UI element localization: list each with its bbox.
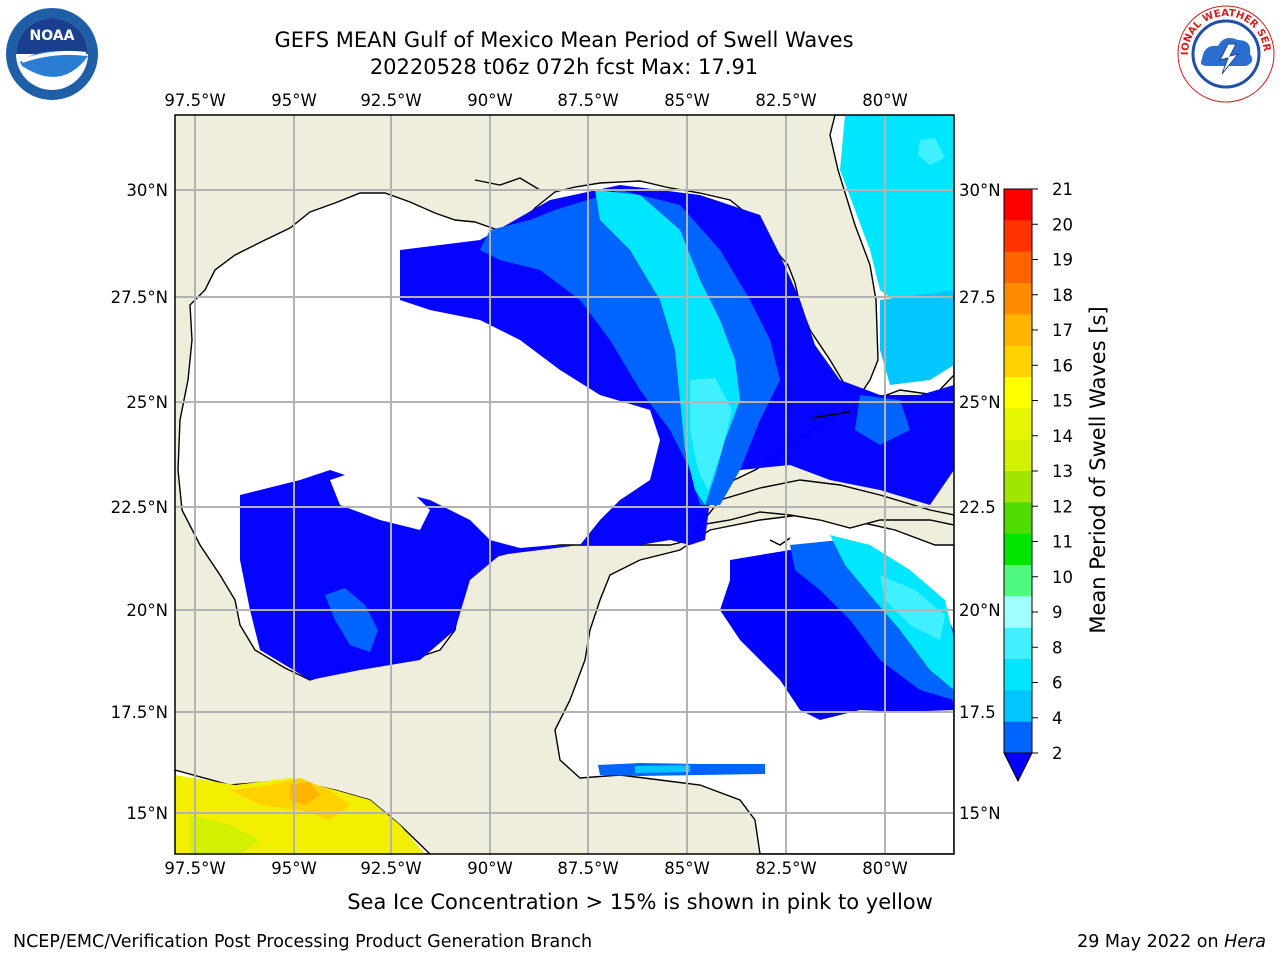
swell-period-field	[240, 115, 954, 776]
lon-label-bottom: 90°W	[467, 859, 513, 878]
colorbar-tick-label: 4	[1052, 709, 1063, 728]
lon-label-top: 80°W	[862, 91, 908, 110]
colorbar-segment	[1004, 220, 1032, 253]
colorbar-tick-label: 16	[1052, 356, 1073, 375]
colorbar-tick-label: 10	[1052, 568, 1073, 587]
colorbar-tick-label: 12	[1052, 497, 1073, 516]
lon-label-bottom: 82.5°W	[755, 859, 816, 878]
colorbar-tick-labels: 2 4 6 8 9 10 11 12 13 14 15 16 17 18 19 20 21	[1032, 180, 1073, 763]
lat-label-left: 30°N	[126, 181, 168, 200]
colorbar-segment	[1004, 439, 1032, 472]
lat-label-right: 22.5	[959, 498, 996, 517]
colorbar-tick-label: 11	[1052, 533, 1073, 552]
colorbar-segment	[1004, 502, 1032, 535]
colorbar-tick-label: 18	[1052, 286, 1073, 305]
bottom-longitude-labels: 97.5°W 95°W 92.5°W 90°W 87.5°W 85°W 82.5°W 80°W	[164, 859, 907, 878]
sea-ice-note: Sea Ice Concentration > 15% is shown in …	[347, 890, 933, 914]
colorbar-segment	[1004, 659, 1032, 691]
lon-label-bottom: 97.5°W	[164, 859, 225, 878]
lon-label-top: 97.5°W	[164, 91, 225, 110]
colorbar-segment	[1004, 533, 1032, 566]
noaa-logo: NOAA	[4, 6, 100, 102]
lat-label-left: 17.5°N	[111, 703, 168, 722]
lat-label-right: 27.5	[959, 288, 996, 307]
lat-label-right: 15°N	[959, 804, 1001, 823]
lon-label-bottom: 95°W	[271, 859, 317, 878]
lon-label-top: 92.5°W	[360, 91, 421, 110]
colorbar-tick-label: 17	[1052, 321, 1073, 340]
colorbar	[1003, 188, 1033, 783]
lat-label-left: 27.5°N	[111, 288, 168, 307]
footer-date: 29 May 2022 on Hera	[1077, 932, 1266, 952]
colorbar-tick-label: 14	[1052, 427, 1073, 446]
svg-text:NOAA: NOAA	[30, 28, 75, 44]
lon-label-top: 87.5°W	[557, 91, 618, 110]
colorbar-segment	[1004, 283, 1032, 315]
lat-label-right: 25°N	[959, 393, 1001, 412]
colorbar-segment	[1004, 189, 1032, 221]
colorbar-segment	[1004, 721, 1032, 754]
colorbar-tick-label: 20	[1052, 215, 1073, 234]
footer-branch: NCEP/EMC/Verification Post Processing Pr…	[13, 932, 593, 952]
colorbar-segment	[1004, 408, 1032, 441]
colorbar-tick-label: 2	[1052, 744, 1063, 763]
map-frame	[174, 114, 955, 855]
colorbar-segment	[1004, 251, 1032, 284]
colorbar-segment	[1004, 627, 1032, 660]
lon-label-top: 90°W	[467, 91, 513, 110]
colorbar-tick-label: 9	[1052, 603, 1063, 622]
lat-label-right: 20°N	[959, 601, 1001, 620]
lon-label-bottom: 87.5°W	[557, 859, 618, 878]
lat-label-right: 17.5	[959, 703, 996, 722]
nws-logo: NATIONAL WEATHER SERVICE	[1176, 4, 1275, 103]
colorbar-under-arrow	[1003, 752, 1033, 783]
top-longitude-labels: 97.5°W 95°W 92.5°W 90°W 87.5°W 85°W 82.5°W 80°W	[164, 91, 907, 110]
graticule	[175, 115, 954, 854]
lat-label-left: 20°N	[126, 601, 168, 620]
colorbar-tick-label: 19	[1052, 251, 1073, 270]
colorbar-tick-label: 21	[1052, 180, 1073, 199]
lon-label-bottom: 80°W	[862, 859, 908, 878]
lat-label-left: 22.5°N	[111, 498, 168, 517]
lat-label-right: 30°N	[959, 181, 1001, 200]
colorbar-segment	[1004, 377, 1032, 409]
lon-label-top: 82.5°W	[755, 91, 816, 110]
colorbar-segment	[1004, 565, 1032, 597]
colorbar-tick-label: 15	[1052, 392, 1073, 411]
lon-label-top: 85°W	[664, 91, 710, 110]
lon-label-bottom: 85°W	[664, 859, 710, 878]
left-latitude-labels: 30°N 27.5°N 25°N 22.5°N 20°N 17.5°N 15°N	[111, 181, 168, 823]
colorbar-label: Mean Period of Swell Waves [s]	[1086, 306, 1110, 634]
colorbar-tick-label: 6	[1052, 674, 1063, 693]
lon-label-top: 95°W	[271, 91, 317, 110]
chart-subtitle: 20220528 t06z 072h fcst Max: 17.91	[369, 55, 759, 79]
colorbar-segment	[1004, 690, 1032, 723]
colorbar-tick-label: 13	[1052, 462, 1073, 481]
colorbar-segment	[1004, 314, 1032, 347]
lat-label-left: 25°N	[126, 393, 168, 412]
colorbar-segment	[1004, 345, 1032, 378]
lon-label-bottom: 92.5°W	[360, 859, 421, 878]
colorbar-segment	[1004, 596, 1032, 629]
colorbar-tick-label: 8	[1052, 638, 1063, 657]
chart-title: GEFS MEAN Gulf of Mexico Mean Period of …	[274, 28, 854, 52]
footer-host: Hera	[1224, 932, 1266, 952]
right-latitude-labels: 30°N 27.5 25°N 22.5 20°N 17.5 15°N	[959, 181, 1001, 823]
lat-label-left: 15°N	[126, 804, 168, 823]
colorbar-segment	[1004, 471, 1032, 503]
sea-ice-field	[175, 775, 425, 854]
footer-date-text: 29 May 2022 on	[1077, 932, 1225, 952]
